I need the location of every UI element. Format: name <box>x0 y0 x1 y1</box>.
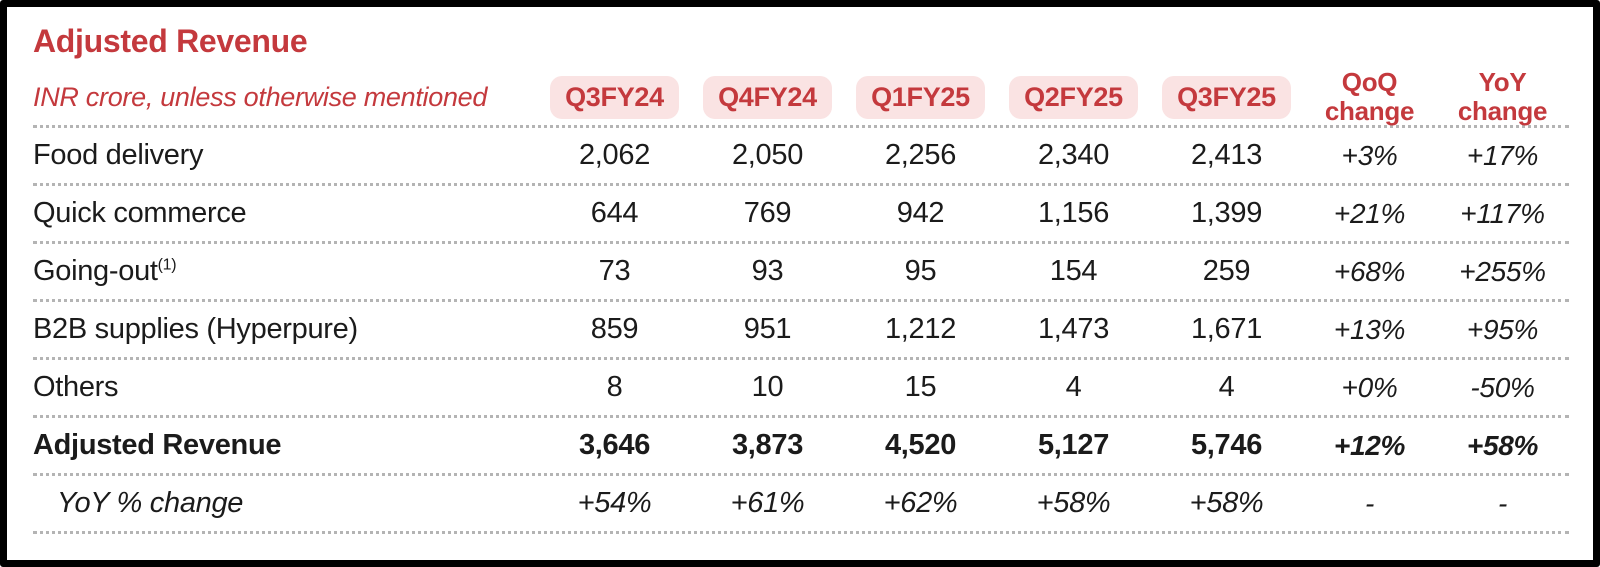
row-label-text: YoY % change <box>57 487 244 519</box>
yoy-change-cell: +95% <box>1466 313 1539 345</box>
qoq-change-cell: +0% <box>1341 371 1398 403</box>
quarter-pill: Q2FY25 <box>1009 75 1138 119</box>
table-content: Adjusted Revenue INR crore, unless other… <box>7 7 1593 534</box>
table-row-adjusted-revenue-total: Adjusted Revenue 3,646 3,873 4,520 5,127… <box>33 418 1569 476</box>
qoq-change-cell: - <box>1364 487 1375 519</box>
column-header-q3fy24: Q3FY24 <box>538 75 691 119</box>
table-row-others: Others 8 10 15 4 4 +0% -50% <box>33 360 1569 418</box>
qoq-change-header: QoQ change <box>1303 67 1436 127</box>
value-cell: 93 <box>751 255 784 287</box>
value-cell: +62% <box>883 487 958 519</box>
value-cell: 2,050 <box>731 139 804 171</box>
table-row-going-out: Going-out(1) 73 93 95 154 259 +68% +255% <box>33 244 1569 302</box>
row-label: Going-out(1) <box>33 255 538 288</box>
value-cell: 2,413 <box>1190 139 1263 171</box>
yoy-header-line1: YoY <box>1478 67 1527 97</box>
value-cell: 4 <box>1065 371 1082 403</box>
quarter-pill: Q1FY25 <box>856 75 985 119</box>
value-cell: 10 <box>751 371 784 403</box>
row-label: Adjusted Revenue <box>33 429 538 462</box>
row-label-text: Food delivery <box>33 139 204 171</box>
value-cell: 1,671 <box>1190 313 1263 345</box>
value-cell: 2,340 <box>1037 139 1110 171</box>
quarter-pill: Q3FY25 <box>1162 75 1291 119</box>
value-cell: 1,212 <box>884 313 957 345</box>
value-cell: 644 <box>590 197 639 229</box>
table-row-yoy-percent-change: YoY % change +54% +61% +62% +58% +58% - … <box>33 476 1569 534</box>
quarter-pill: Q4FY24 <box>703 75 832 119</box>
qoq-change-cell: +13% <box>1333 313 1406 345</box>
column-header-q4fy24: Q4FY24 <box>691 75 844 119</box>
row-label: Quick commerce <box>33 197 538 230</box>
unit-note: INR crore, unless otherwise mentioned <box>33 81 488 112</box>
row-label: YoY % change <box>33 487 538 520</box>
value-cell: 95 <box>904 255 937 287</box>
table-row-quick-commerce: Quick commerce 644 769 942 1,156 1,399 +… <box>33 186 1569 244</box>
value-cell: 4 <box>1218 371 1235 403</box>
value-cell: 5,746 <box>1190 429 1263 461</box>
column-header-q1fy25: Q1FY25 <box>844 75 997 119</box>
qoq-change-cell: +3% <box>1341 139 1398 171</box>
value-cell: 2,256 <box>884 139 957 171</box>
footnote-marker: (1) <box>157 256 177 274</box>
value-cell: 5,127 <box>1037 429 1110 461</box>
column-header-q3fy25: Q3FY25 <box>1150 75 1303 119</box>
value-cell: +58% <box>1036 487 1111 519</box>
qoq-change-cell: +21% <box>1333 197 1406 229</box>
table-row-b2b-supplies: B2B supplies (Hyperpure) 859 951 1,212 1… <box>33 302 1569 360</box>
qoq-header-line1: QoQ <box>1341 67 1398 97</box>
value-cell: 8 <box>606 371 623 403</box>
row-label-text: Others <box>33 371 119 403</box>
qoq-header-line2: change <box>1324 96 1415 127</box>
yoy-change-cell: -50% <box>1470 371 1535 403</box>
row-label: B2B supplies (Hyperpure) <box>33 313 538 346</box>
row-label-text: Adjusted Revenue <box>33 429 282 461</box>
yoy-change-header: YoY change <box>1436 67 1569 127</box>
row-label-text: B2B supplies (Hyperpure) <box>33 313 358 345</box>
row-label-text: Quick commerce <box>33 197 247 229</box>
value-cell: 259 <box>1202 255 1251 287</box>
table-header-row: INR crore, unless otherwise mentioned Q3… <box>33 60 1569 128</box>
value-cell: 769 <box>743 197 792 229</box>
value-cell: 73 <box>598 255 631 287</box>
yoy-header-line2: change <box>1457 96 1548 127</box>
value-cell: +54% <box>577 487 652 519</box>
value-cell: +58% <box>1189 487 1264 519</box>
value-cell: 2,062 <box>578 139 651 171</box>
yoy-change-cell: +17% <box>1466 139 1539 171</box>
row-label-text: Going-out <box>33 255 158 287</box>
value-cell: +61% <box>730 487 805 519</box>
row-label: Food delivery <box>33 139 538 172</box>
row-label: Others <box>33 371 538 404</box>
value-cell: 154 <box>1049 255 1098 287</box>
value-cell: 859 <box>590 313 639 345</box>
value-cell: 3,873 <box>731 429 804 461</box>
value-cell: 15 <box>904 371 937 403</box>
qoq-change-cell: +12% <box>1333 429 1406 461</box>
page-title: Adjusted Revenue <box>33 23 308 59</box>
value-cell: 1,399 <box>1190 197 1263 229</box>
yoy-change-cell: +117% <box>1460 197 1545 229</box>
value-cell: 1,156 <box>1037 197 1110 229</box>
value-cell: 951 <box>743 313 792 345</box>
quarter-pill: Q3FY24 <box>550 75 679 119</box>
value-cell: 3,646 <box>578 429 651 461</box>
qoq-change-cell: +68% <box>1333 255 1406 287</box>
column-header-q2fy25: Q2FY25 <box>997 75 1150 119</box>
value-cell: 1,473 <box>1037 313 1110 345</box>
value-cell: 4,520 <box>884 429 957 461</box>
yoy-change-cell: +255% <box>1459 255 1546 287</box>
table-row-food-delivery: Food delivery 2,062 2,050 2,256 2,340 2,… <box>33 128 1569 186</box>
yoy-change-cell: +58% <box>1466 429 1539 461</box>
yoy-change-cell: - <box>1497 487 1508 519</box>
value-cell: 942 <box>896 197 945 229</box>
